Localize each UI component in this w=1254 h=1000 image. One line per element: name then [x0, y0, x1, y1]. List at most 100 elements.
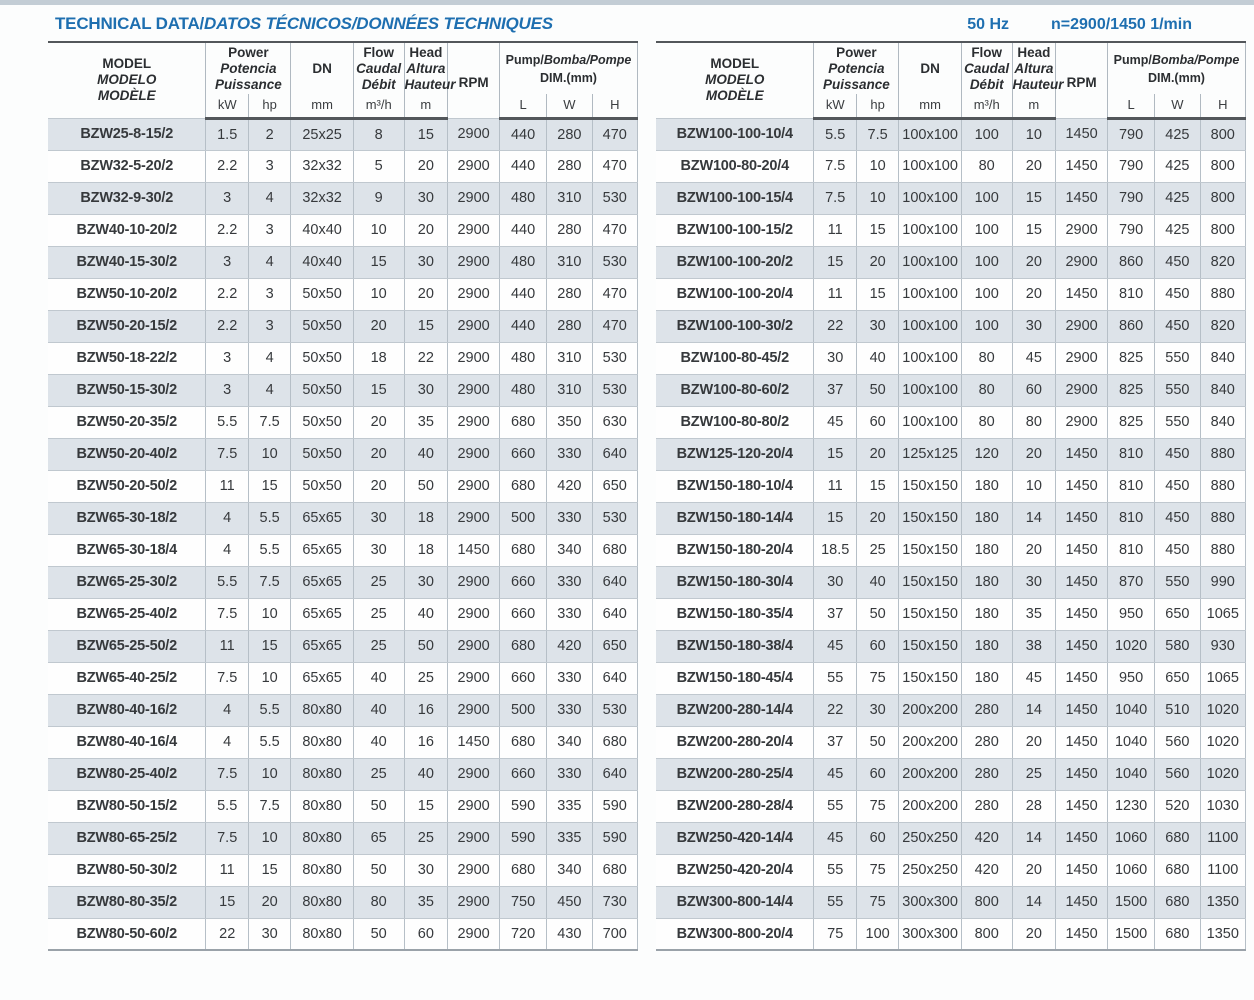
- value-cell: 14: [1011, 693, 1057, 727]
- value-cell: 680: [499, 469, 548, 503]
- value-cell: 1.5: [205, 117, 249, 151]
- value-cell: 2900: [1055, 213, 1109, 247]
- value-cell: 950: [1107, 597, 1156, 631]
- pump-dim-regular: Pump/: [1113, 52, 1152, 67]
- value-cell: 2900: [447, 629, 501, 663]
- value-cell: 50x50: [290, 437, 354, 471]
- value-cell: 2.2: [205, 309, 249, 343]
- value-cell: 1450: [1055, 661, 1109, 695]
- unit-h: H: [1199, 94, 1247, 120]
- value-cell: 20: [352, 405, 405, 439]
- value-cell: 65: [352, 821, 405, 855]
- table-row: BZW150-180-38/4 45 60 150x150 180 38 1450 1020 5…: [656, 629, 1247, 663]
- value-cell: 50x50: [290, 309, 354, 343]
- value-cell: 2900: [447, 213, 501, 247]
- value-cell: 470: [591, 309, 639, 343]
- table-row: BZW300-800-20/4 75 100 300x300 800 20 1450 1500…: [656, 917, 1247, 951]
- value-cell: 200x200: [898, 757, 962, 791]
- value-cell: 200x200: [898, 725, 962, 759]
- model-cell: BZW80-40-16/2: [48, 693, 207, 727]
- value-cell: 80x80: [290, 789, 354, 823]
- value-cell: 20: [247, 885, 292, 919]
- value-cell: 680: [1154, 885, 1201, 919]
- value-cell: 530: [591, 693, 639, 727]
- value-cell: 4: [247, 181, 292, 215]
- value-cell: 65x65: [290, 661, 354, 695]
- value-cell: 450: [1154, 469, 1201, 503]
- value-cell: 65x65: [290, 533, 354, 567]
- table-row: BZW250-420-20/4 55 75 250x250 420 20 1450 1060 6…: [656, 853, 1247, 887]
- value-cell: 2900: [447, 469, 501, 503]
- model-column-header: MODEL MODELO MODÈLE: [48, 41, 207, 118]
- value-cell: 530: [591, 181, 639, 215]
- value-cell: 20: [352, 309, 405, 343]
- value-cell: 825: [1107, 405, 1156, 439]
- value-cell: 280: [960, 725, 1013, 759]
- value-cell: 520: [1154, 789, 1201, 823]
- value-cell: 150x150: [898, 501, 962, 535]
- pump-dim-regular: Pump/: [505, 52, 544, 67]
- value-cell: 810: [1107, 437, 1156, 471]
- table-row: BZW100-100-10/4 5.5 7.5 100x100 100 10 1450 790…: [656, 117, 1247, 151]
- value-cell: 50x50: [290, 277, 354, 311]
- value-cell: 640: [591, 597, 639, 631]
- value-cell: 310: [546, 341, 593, 375]
- value-cell: 50: [403, 469, 449, 503]
- value-cell: 300x300: [898, 917, 962, 951]
- value-cell: 330: [546, 437, 593, 471]
- value-cell: 2.2: [205, 213, 249, 247]
- value-cell: 450: [1154, 277, 1201, 311]
- value-cell: 700: [591, 917, 639, 951]
- value-cell: 720: [499, 917, 548, 951]
- power-header-fr: Puissance: [215, 76, 282, 92]
- value-cell: 80: [960, 341, 1013, 375]
- value-cell: 37: [813, 597, 857, 631]
- value-cell: 590: [499, 789, 548, 823]
- table-row: BZW40-10-20/2 2.2 3 40x40 10 20 2900 440 280 470: [48, 213, 639, 247]
- value-cell: 825: [1107, 373, 1156, 407]
- model-header-en: MODEL: [710, 56, 760, 72]
- value-cell: 420: [960, 853, 1013, 887]
- model-cell: BZW80-50-15/2: [48, 789, 207, 823]
- value-cell: 590: [591, 821, 639, 855]
- model-cell: BZW150-180-45/4: [656, 661, 815, 695]
- value-cell: 50x50: [290, 469, 354, 503]
- head-column-header: Head Altura Hauteur: [403, 41, 456, 94]
- pump-dim-column-header: Pump/Bomba/Pompe DIM.(mm): [499, 41, 638, 94]
- value-cell: 2900: [1055, 341, 1109, 375]
- model-cell: BZW32-5-20/2: [48, 149, 207, 183]
- value-cell: 55: [813, 789, 857, 823]
- model-cell: BZW80-40-16/4: [48, 725, 207, 759]
- value-cell: 2900: [447, 501, 501, 535]
- value-cell: 1450: [1055, 917, 1109, 951]
- value-cell: 65x65: [290, 629, 354, 663]
- value-cell: 2.2: [205, 277, 249, 311]
- value-cell: 125x125: [898, 437, 962, 471]
- value-cell: 10: [1011, 117, 1057, 151]
- table-row: BZW40-15-30/2 3 4 40x40 15 30 2900 480 310 530: [48, 245, 639, 279]
- head-header-en: Head: [409, 44, 443, 60]
- model-cell: BZW50-10-20/2: [48, 277, 207, 311]
- value-cell: 880: [1199, 437, 1247, 471]
- model-cell: BZW65-40-25/2: [48, 661, 207, 695]
- model-cell: BZW150-180-14/4: [656, 501, 815, 535]
- value-cell: 100x100: [898, 405, 962, 439]
- value-cell: 480: [499, 373, 548, 407]
- value-cell: 310: [546, 373, 593, 407]
- value-cell: 7.5: [813, 181, 857, 215]
- value-cell: 800: [1199, 181, 1247, 215]
- table-row: BZW65-25-30/2 5.5 7.5 65x65 25 30 2900 660 330 64…: [48, 565, 639, 599]
- value-cell: 790: [1107, 213, 1156, 247]
- value-cell: 35: [403, 405, 449, 439]
- value-cell: 2900: [447, 917, 501, 951]
- unit-head: m: [403, 94, 449, 120]
- table-row: BZW150-180-45/4 55 75 150x150 180 45 1450 950 65…: [656, 661, 1247, 695]
- value-cell: 2900: [1055, 309, 1109, 343]
- value-cell: 680: [591, 533, 639, 567]
- rpm-column-header: RPM: [447, 41, 501, 118]
- right-table-body: BZW100-100-10/4 5.5 7.5 100x100 100 10 1450 790…: [656, 117, 1247, 951]
- value-cell: 30: [403, 245, 449, 279]
- value-cell: 1060: [1107, 821, 1156, 855]
- value-cell: 55: [813, 661, 857, 695]
